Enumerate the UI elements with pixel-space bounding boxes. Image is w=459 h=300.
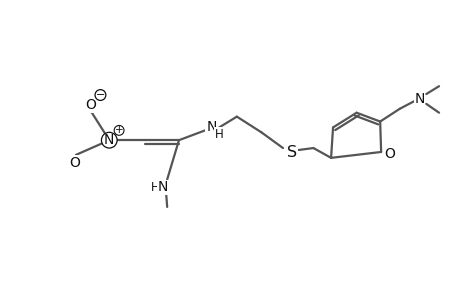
Text: N: N <box>206 120 216 134</box>
Text: H: H <box>214 128 223 141</box>
Text: S: S <box>286 146 296 160</box>
Circle shape <box>101 132 117 148</box>
Text: N: N <box>104 133 114 147</box>
Text: −: − <box>95 90 105 100</box>
Text: O: O <box>384 147 395 161</box>
Text: O: O <box>69 156 80 170</box>
Text: +: + <box>115 125 123 135</box>
Text: N: N <box>414 92 424 106</box>
Text: N: N <box>158 180 168 194</box>
Text: H: H <box>151 181 159 194</box>
Text: O: O <box>85 98 96 112</box>
